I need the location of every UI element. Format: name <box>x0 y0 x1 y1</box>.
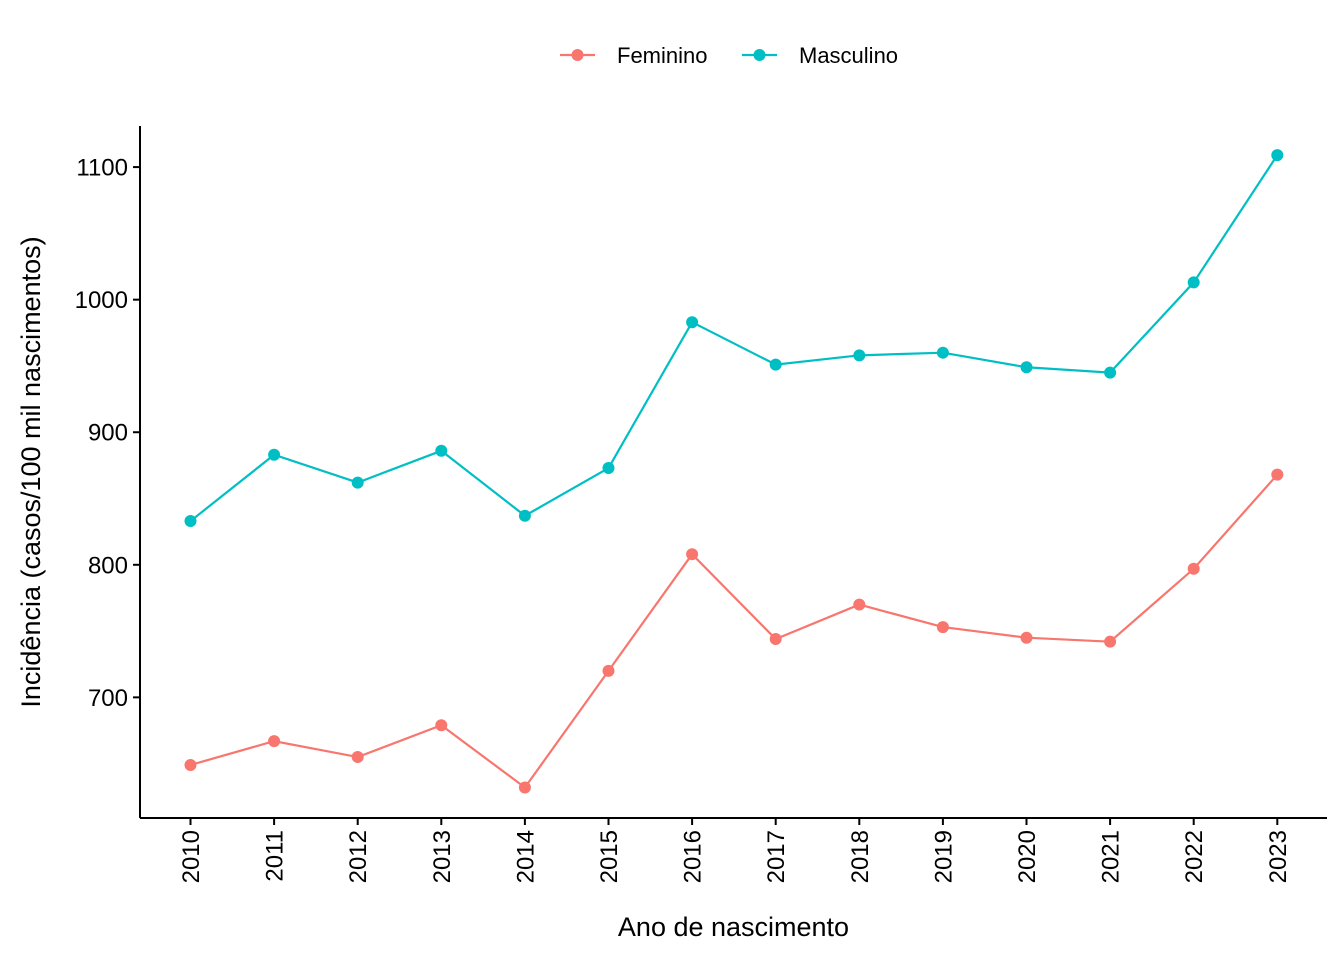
x-ticks: 2010 2011 2012 2013 2014 2015 2016 2017 2018 2019… <box>178 818 1292 883</box>
data-point-feminino <box>435 719 448 732</box>
series-layer <box>184 149 1284 794</box>
y-tick-label: 800 <box>88 552 128 579</box>
data-point-feminino <box>936 621 949 634</box>
x-tick-label: 2023 <box>1265 830 1292 883</box>
x-tick-label: 2016 <box>680 830 707 883</box>
x-tick-label: 2010 <box>178 830 205 883</box>
data-point-masculino <box>518 509 531 522</box>
x-tick-label: 2013 <box>429 830 456 883</box>
data-point-masculino <box>602 462 615 475</box>
legend-key-point-masculino <box>753 49 766 61</box>
data-point-masculino <box>268 448 281 461</box>
data-point-masculino <box>686 316 699 329</box>
x-tick-label: 2011 <box>262 830 289 882</box>
data-point-feminino <box>1020 631 1033 644</box>
data-point-feminino <box>351 751 364 764</box>
data-point-masculino <box>1271 149 1284 162</box>
data-point-feminino <box>1104 635 1117 648</box>
data-point-masculino <box>1020 361 1033 374</box>
x-axis-title: Ano de nascimento <box>618 912 849 942</box>
data-point-feminino <box>853 598 866 611</box>
data-point-feminino <box>518 781 531 794</box>
data-point-masculino <box>184 515 197 528</box>
data-point-masculino <box>1187 276 1200 289</box>
x-tick-label: 2018 <box>847 830 874 883</box>
y-tick-label: 1100 <box>76 155 128 182</box>
x-tick-label: 2019 <box>930 830 957 883</box>
x-tick-label: 2015 <box>596 830 623 883</box>
y-tick-label: 900 <box>88 420 128 447</box>
data-point-masculino <box>769 358 782 371</box>
x-tick-label: 2021 <box>1098 830 1125 883</box>
data-point-masculino <box>435 444 448 457</box>
legend-key-point-feminino <box>571 49 584 61</box>
data-point-feminino <box>1187 562 1200 575</box>
y-ticks: 700 800 900 1000 1100 <box>75 155 140 712</box>
data-point-feminino <box>1271 468 1284 481</box>
data-point-masculino <box>1104 366 1117 379</box>
y-tick-label: 1000 <box>75 287 128 314</box>
data-point-masculino <box>351 476 364 489</box>
data-point-feminino <box>602 664 615 677</box>
series-line-masculino <box>189 154 1279 522</box>
x-tick-label: 2017 <box>763 830 790 883</box>
legend-label-feminino: Feminino <box>617 43 707 68</box>
data-point-masculino <box>936 346 949 359</box>
legend: Feminino Masculino <box>560 43 898 68</box>
data-point-feminino <box>686 548 699 561</box>
legend-label-masculino: Masculino <box>799 43 898 68</box>
x-tick-label: 2020 <box>1014 830 1041 883</box>
series-line-feminino <box>190 473 1279 790</box>
y-axis-title: Incidência (casos/100 mil nascimentos) <box>16 236 46 707</box>
x-tick-label: 2012 <box>345 830 372 883</box>
x-tick-label: 2014 <box>512 830 539 883</box>
data-point-masculino <box>853 349 866 362</box>
x-tick-label: 2022 <box>1181 830 1208 883</box>
y-tick-label: 700 <box>88 685 128 712</box>
data-point-feminino <box>769 633 782 646</box>
axes <box>139 126 1327 819</box>
data-point-feminino <box>184 758 197 771</box>
data-point-feminino <box>268 735 281 748</box>
